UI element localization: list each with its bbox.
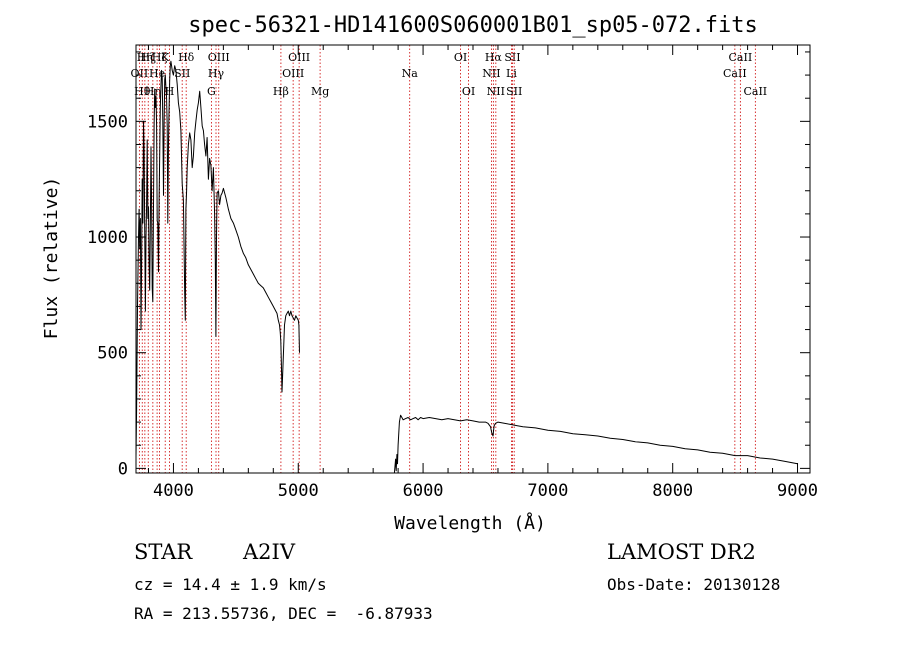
line-label-20: OI: [462, 85, 475, 98]
x-axis-label: Wavelength (Å): [394, 512, 546, 534]
line-label-3: Hζ: [140, 51, 156, 64]
line-label-7: K: [161, 51, 170, 64]
y-tick-label-1: 500: [97, 344, 128, 364]
line-label-1: Hθ: [134, 85, 151, 98]
line-label-17: Mg: [311, 85, 329, 98]
line-label-0: OII: [131, 67, 149, 80]
spectral-line-markers: OIIHθHηHζHηHeHζKHSIIHδGHγOIIIHβOIIIOIIIM…: [131, 45, 767, 473]
line-label-6: Hζ: [152, 51, 168, 64]
line-label-13: OIII: [208, 51, 230, 64]
line-label-28: CaII: [729, 51, 753, 64]
y-tick-label-3: 1500: [87, 112, 128, 132]
line-label-24: Li: [506, 67, 517, 80]
line-label-4: Hη: [145, 85, 161, 98]
line-label-19: OI: [454, 51, 467, 64]
line-label-22: Hα: [485, 51, 503, 64]
line-label-25: SII: [504, 51, 520, 64]
object-class: STAR: [134, 540, 193, 564]
y-tick-label-0: 0: [118, 459, 128, 479]
line-label-18: Na: [402, 67, 419, 80]
line-label-16: OIII: [288, 51, 310, 64]
line-label-2: Hη: [137, 51, 153, 64]
chart-title: spec-56321-HD141600S060001B01_sp05-072.f…: [188, 13, 758, 38]
line-label-15: OIII: [282, 67, 304, 80]
spectrum-segment-0-0: [135, 60, 300, 457]
x-tick-label-1: 5000: [278, 481, 319, 501]
line-label-21: NII: [482, 67, 500, 80]
redshift-cz: cz = 14.4 ± 1.9 km/s: [134, 575, 327, 594]
line-label-11: G: [207, 85, 216, 98]
line-label-26: SII: [506, 85, 522, 98]
spectrum-series: [135, 60, 798, 474]
spectrum-segment-0-1: [393, 414, 798, 474]
axis-ticks: 4000 5000 6000 7000 8000 9000 0 500 1000 1500: [87, 45, 818, 501]
x-tick-label-2: 6000: [403, 481, 444, 501]
line-label-27: CaII: [723, 67, 747, 80]
line-label-10: Hδ: [178, 51, 195, 64]
line-label-29: CaII: [743, 85, 767, 98]
line-label-14: Hβ: [273, 85, 289, 98]
line-label-12: Hγ: [208, 67, 225, 80]
y-tick-label-2: 1000: [87, 228, 128, 248]
plot-frame: [135, 44, 811, 474]
survey-name: LAMOST DR2: [607, 540, 756, 564]
x-tick-label-4: 8000: [652, 481, 693, 501]
x-tick-label-0: 4000: [153, 481, 194, 501]
observation-date: Obs-Date: 20130128: [607, 575, 781, 594]
object-subclass: A2IV: [243, 540, 295, 564]
x-tick-label-3: 7000: [527, 481, 568, 501]
coordinates: RA = 213.55736, DEC = -6.87933: [134, 604, 433, 623]
x-tick-label-5: 9000: [777, 481, 818, 501]
line-label-5: He: [149, 67, 165, 80]
y-axis-label: Flux (relative): [41, 177, 62, 340]
line-label-23: NII: [487, 85, 505, 98]
